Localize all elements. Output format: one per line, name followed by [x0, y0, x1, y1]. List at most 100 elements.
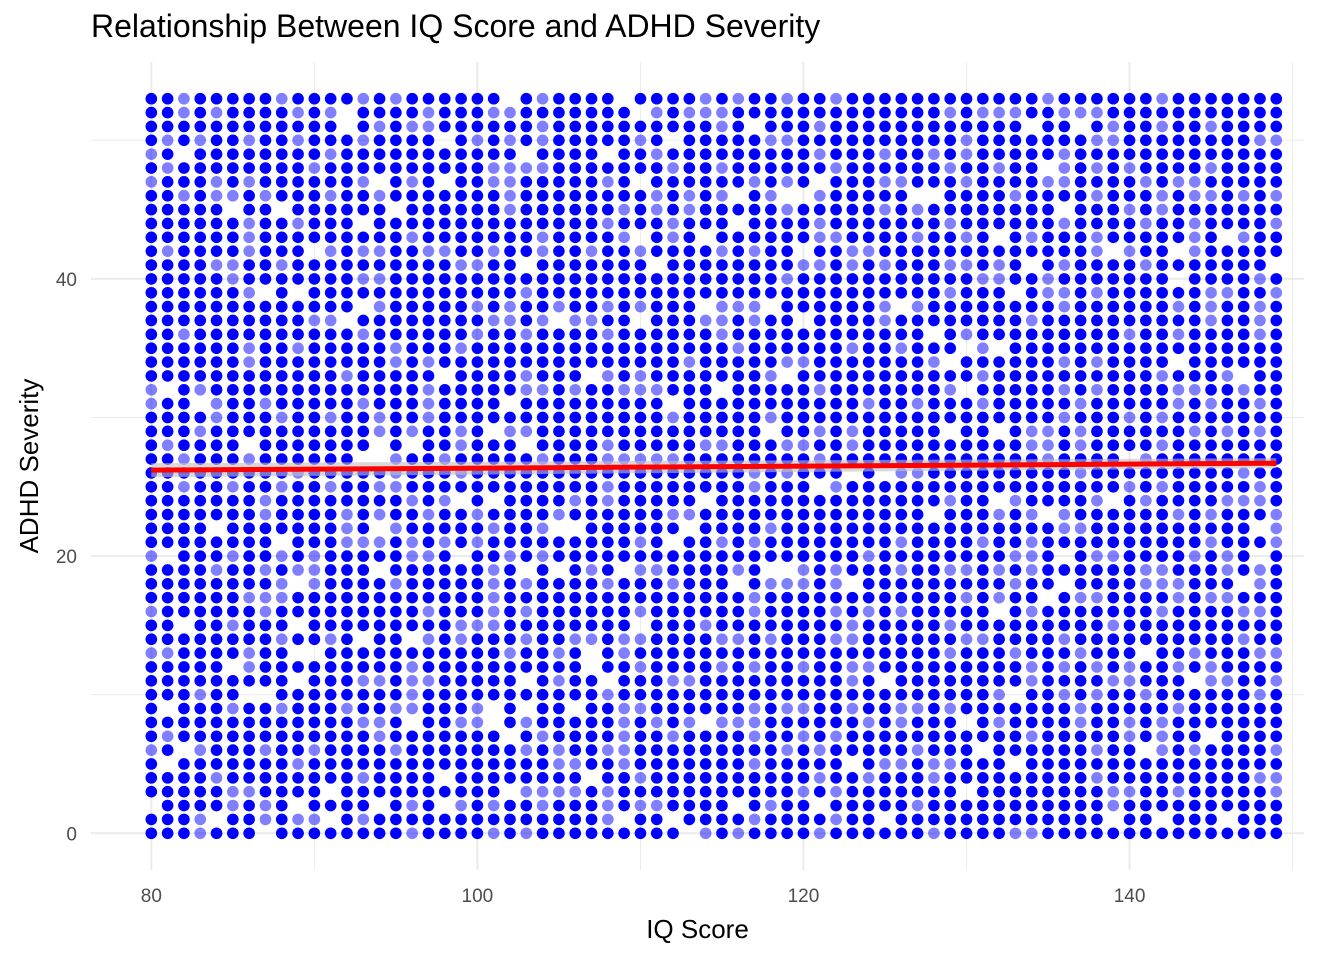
data-point [944, 383, 957, 396]
data-point [1221, 273, 1234, 285]
data-point [145, 675, 158, 687]
data-point [830, 203, 842, 216]
data-point [1123, 716, 1136, 729]
data-point [553, 120, 565, 133]
data-point [194, 702, 207, 715]
data-point [324, 661, 337, 673]
data-point [1042, 785, 1054, 798]
data-point [504, 702, 516, 715]
data-point [324, 245, 337, 257]
data-point [1058, 647, 1071, 659]
data-point [455, 661, 467, 673]
data-point [471, 550, 484, 562]
data-point [1237, 120, 1250, 133]
data-point [292, 148, 304, 160]
data-point [650, 827, 663, 840]
data-point [683, 328, 696, 341]
data-point [1074, 273, 1087, 285]
data-point [178, 508, 190, 521]
data-point [1074, 356, 1087, 368]
data-point [977, 827, 989, 840]
data-point [813, 245, 826, 257]
data-point [830, 370, 842, 382]
data-point [895, 619, 908, 632]
data-point [699, 397, 712, 410]
data-point [536, 480, 549, 493]
data-point [1025, 577, 1038, 590]
data-point [210, 675, 223, 687]
data-point [357, 661, 370, 673]
data-point [830, 772, 842, 784]
data-point [1205, 661, 1217, 673]
data-point [602, 92, 614, 105]
data-point [357, 494, 370, 507]
data-point [1123, 356, 1136, 368]
data-point [145, 411, 158, 424]
data-point [716, 356, 728, 368]
data-point [748, 203, 761, 216]
data-point [308, 342, 321, 355]
data-point [1042, 134, 1054, 147]
data-point [634, 494, 647, 507]
data-point [455, 772, 467, 784]
data-point [1205, 522, 1217, 535]
data-point [569, 772, 582, 784]
data-point [1270, 245, 1283, 257]
data-point [862, 591, 875, 604]
data-point [406, 550, 418, 562]
data-point [324, 744, 337, 756]
data-point [928, 799, 940, 812]
data-point [1270, 813, 1283, 826]
data-point [618, 300, 630, 313]
data-point [1074, 785, 1087, 798]
data-point [683, 356, 696, 368]
data-point [227, 342, 239, 355]
data-point [1025, 480, 1038, 493]
data-point [1188, 480, 1201, 493]
data-point [944, 675, 957, 687]
data-point [1140, 439, 1152, 452]
data-point [308, 176, 321, 188]
data-point [1091, 619, 1103, 632]
data-point [667, 231, 679, 244]
data-point [243, 328, 255, 341]
data-point [1091, 217, 1103, 230]
data-point [373, 189, 386, 202]
data-point [178, 827, 190, 840]
data-point [1123, 591, 1136, 604]
data-point [667, 120, 679, 133]
data-point [145, 813, 158, 826]
data-point [862, 300, 875, 313]
data-point [928, 217, 940, 230]
data-point [944, 397, 957, 410]
data-point [846, 189, 859, 202]
data-point [520, 522, 533, 535]
data-point [1058, 716, 1071, 729]
data-point [846, 785, 859, 798]
data-point [161, 716, 174, 729]
data-point [1140, 536, 1152, 549]
data-point [602, 273, 614, 285]
data-point [194, 328, 207, 341]
data-point [1270, 633, 1283, 646]
data-point [977, 314, 989, 327]
data-point [748, 688, 761, 701]
data-point [259, 744, 272, 756]
data-point [813, 231, 826, 244]
data-point [993, 439, 1005, 452]
data-point [862, 397, 875, 410]
data-point [422, 480, 435, 493]
data-point [373, 480, 386, 493]
data-point [1172, 577, 1185, 590]
data-point [373, 92, 386, 105]
data-point [161, 772, 174, 784]
data-point [667, 550, 679, 562]
data-point [585, 383, 598, 396]
x-axis-title: IQ Score [646, 914, 749, 944]
data-point [487, 273, 500, 285]
data-point [993, 730, 1005, 743]
data-point [194, 245, 207, 257]
data-point [536, 273, 549, 285]
data-point [1009, 120, 1022, 133]
data-point [259, 106, 272, 119]
